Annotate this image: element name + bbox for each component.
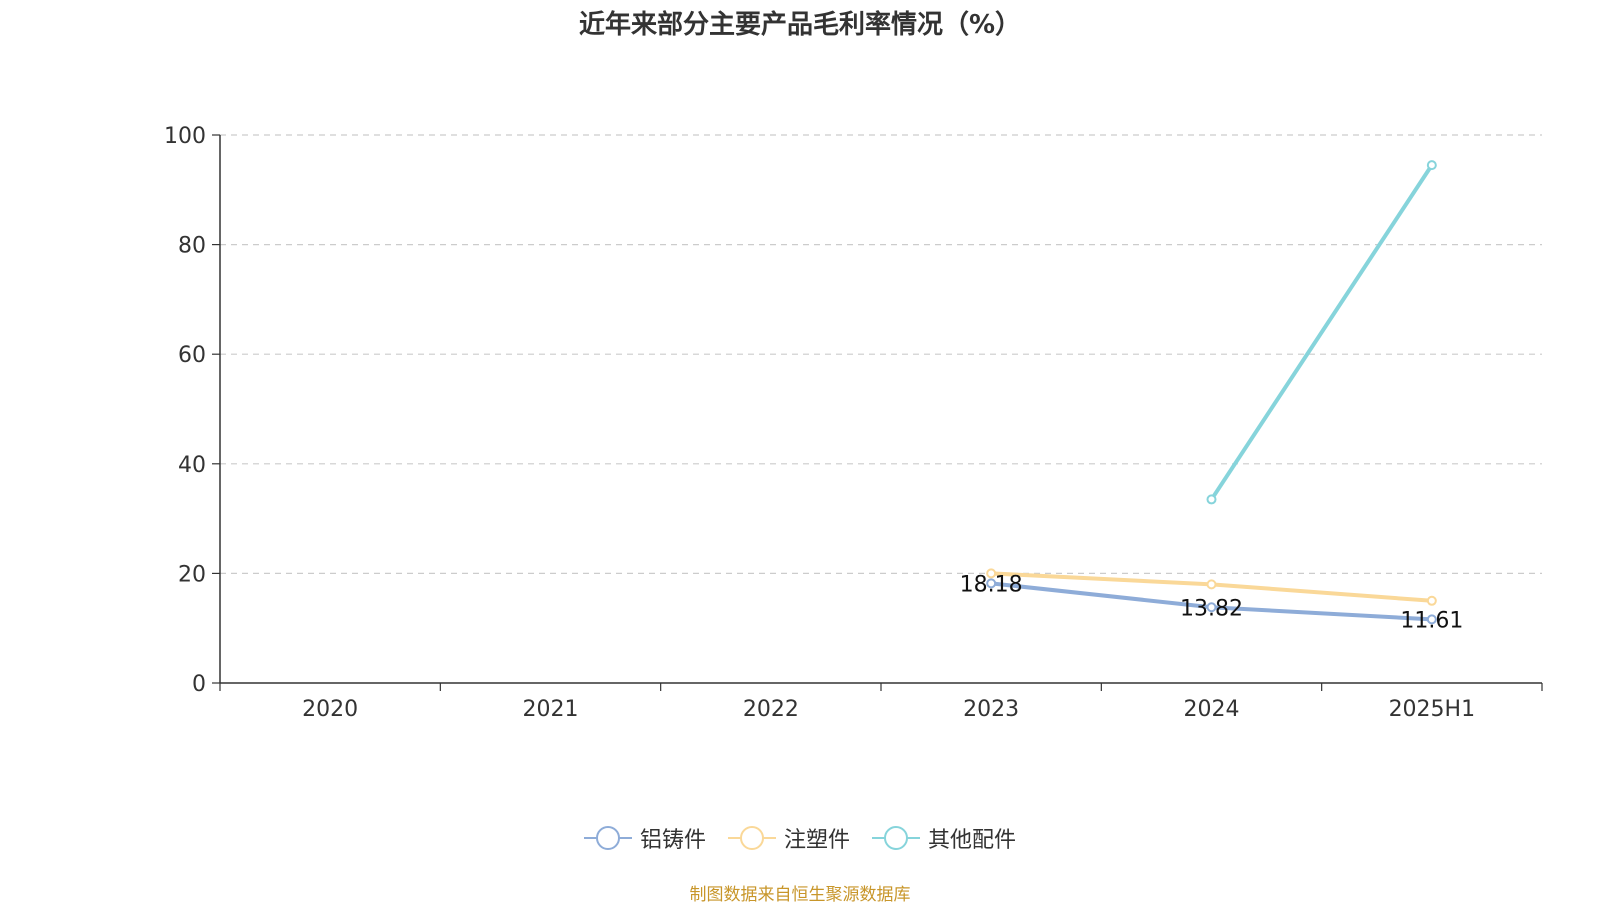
legend-item[interactable]: 铝铸件 — [583, 822, 706, 854]
x-tick-label: 2020 — [302, 697, 358, 722]
data-point — [1206, 494, 1217, 505]
grid-lines — [220, 134, 1542, 575]
y-axis: 0 20 40 60 80 100 — [164, 124, 221, 697]
chart-title: 近年来部分主要产品毛利率情况（%） — [578, 10, 1022, 40]
legend-item[interactable]: 其他配件 — [872, 822, 1016, 854]
x-tick-label: 2021 — [523, 697, 579, 722]
data-label: 11.61 — [1400, 608, 1463, 633]
legend-swatch-icon — [872, 826, 920, 850]
data-point — [1426, 614, 1437, 625]
y-tick-label: 20 — [178, 562, 206, 587]
legend-item[interactable]: 注塑件 — [727, 822, 850, 854]
data-label: 18.18 — [960, 572, 1023, 597]
legend-swatch-icon — [583, 826, 632, 850]
y-tick-label: 0 — [192, 672, 206, 697]
series-group — [986, 160, 1437, 625]
legend: 铝铸件 注塑件 其他配件 — [0, 822, 1600, 854]
data-point — [986, 578, 997, 589]
data-point — [1426, 595, 1437, 606]
legend-marker — [884, 826, 908, 850]
legend-label: 铝铸件 — [639, 828, 706, 853]
data-labels: 18.18 13.82 11.61 — [960, 572, 1464, 633]
y-tick-label: 100 — [164, 124, 206, 149]
data-label: 13.82 — [1180, 596, 1243, 621]
legend-label: 其他配件 — [928, 828, 1017, 853]
data-point — [986, 568, 997, 579]
data-point — [1206, 602, 1217, 613]
y-tick-label: 80 — [178, 234, 206, 259]
x-tick-label: 2023 — [963, 697, 1019, 722]
x-tick-label: 2022 — [743, 697, 799, 722]
source-note: 制图数据来自恒生聚源数据库 — [689, 885, 911, 905]
series-line — [1209, 164, 1434, 501]
data-point — [1426, 160, 1437, 171]
legend-swatch-icon — [727, 826, 776, 850]
x-tick-label: 2024 — [1184, 697, 1240, 722]
legend-label: 注塑件 — [783, 828, 850, 853]
y-tick-label: 60 — [178, 343, 206, 368]
legend-marker — [739, 826, 764, 850]
x-tick-label: 2025H1 — [1389, 697, 1476, 722]
y-tick-label: 40 — [178, 453, 206, 478]
x-axis: 2020 2021 2022 2023 2024 2025H1 — [219, 682, 1543, 722]
data-point — [1206, 579, 1217, 590]
legend-marker — [595, 826, 620, 850]
